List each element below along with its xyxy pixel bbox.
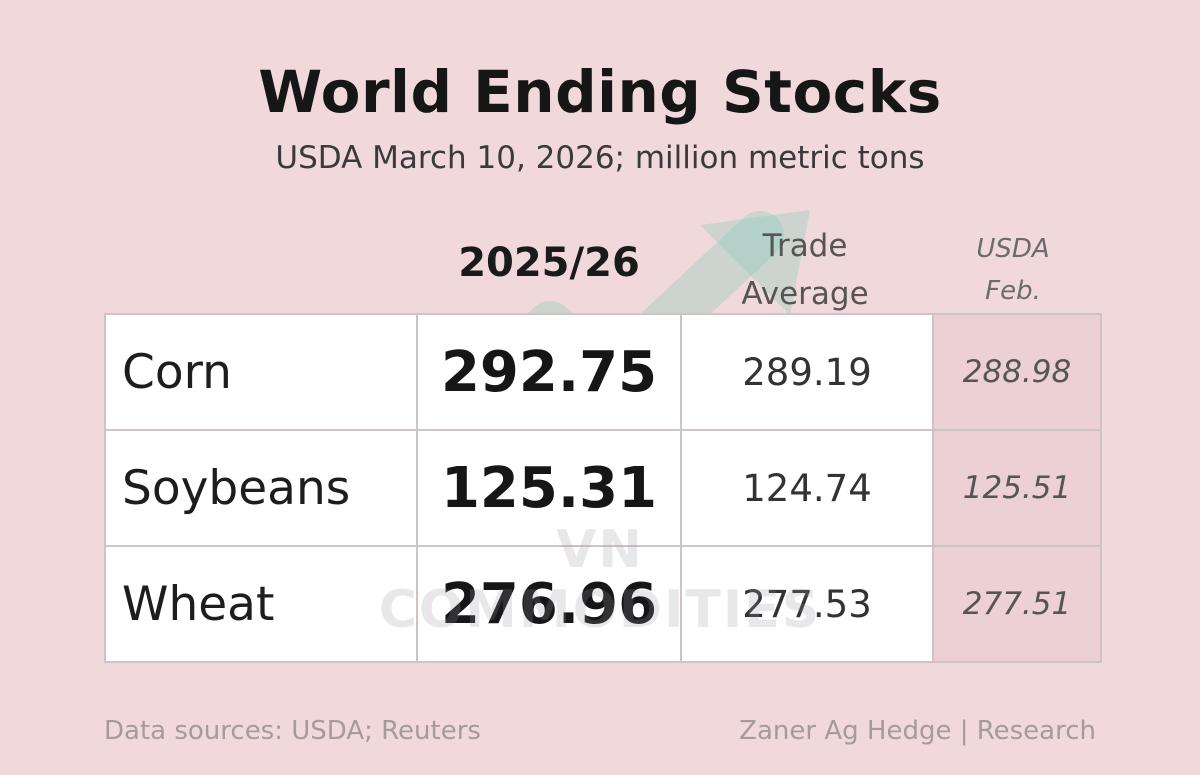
footer-credit: Zaner Ag Hedge | Research <box>739 716 1096 746</box>
row-label: Soybeans <box>104 429 418 547</box>
stocks-table: Corn 292.75 289.19 288.98 Soybeans 125.3… <box>104 313 1102 663</box>
row-label: Corn <box>104 313 418 431</box>
column-header-2025-26: 2025/26 <box>458 240 640 286</box>
value-usda-feb: 288.98 <box>932 313 1102 431</box>
usda-header-line1: USDA <box>976 234 1050 264</box>
value-usda-feb: 277.51 <box>932 545 1102 663</box>
table-row-soybeans: Soybeans 125.31 124.74 125.51 <box>104 429 1102 547</box>
value-2025-26: 292.75 <box>416 313 682 431</box>
column-header-trade-average: Trade Average <box>680 222 930 318</box>
chart-subtitle: USDA March 10, 2026; million metric tons <box>275 140 925 176</box>
value-trade-average: 289.19 <box>680 313 934 431</box>
row-label: Wheat <box>104 545 418 663</box>
value-trade-average: 124.74 <box>680 429 934 547</box>
value-2025-26: 276.96 <box>416 545 682 663</box>
value-usda-feb: 125.51 <box>932 429 1102 547</box>
footer-sources: Data sources: USDA; Reuters <box>104 716 481 746</box>
column-header-usda-feb: USDA Feb. <box>930 228 1096 312</box>
table-row-wheat: Wheat 276.96 277.53 277.51 <box>104 545 1102 663</box>
value-2025-26: 125.31 <box>416 429 682 547</box>
usda-header-line2: Feb. <box>985 276 1041 306</box>
trade-header-line1: Trade <box>762 228 848 264</box>
chart-title: World Ending Stocks <box>258 58 942 126</box>
trade-header-line2: Average <box>741 276 869 312</box>
value-trade-average: 277.53 <box>680 545 934 663</box>
table-row-corn: Corn 292.75 289.19 288.98 <box>104 313 1102 431</box>
